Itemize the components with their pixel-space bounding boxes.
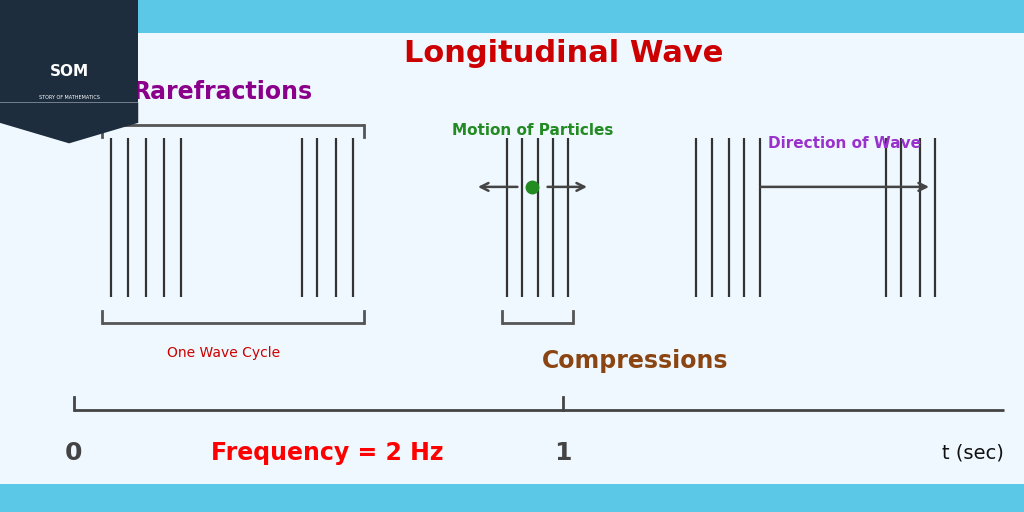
Text: 1: 1 (554, 441, 572, 465)
Text: Compressions: Compressions (542, 349, 728, 373)
Text: Longitudinal Wave: Longitudinal Wave (403, 39, 723, 68)
Text: t (sec): t (sec) (942, 443, 1004, 463)
Text: Direction of Wave: Direction of Wave (768, 136, 922, 151)
Bar (0, 0, 1024, 33)
Polygon shape (0, 102, 138, 143)
Text: STORY OF MATHEMATICS: STORY OF MATHEMATICS (39, 95, 99, 100)
Text: 0: 0 (65, 441, 83, 465)
Text: Frequency = 2 Hz: Frequency = 2 Hz (211, 441, 444, 465)
Text: One Wave Cycle: One Wave Cycle (167, 346, 280, 360)
Text: SOM: SOM (49, 64, 89, 79)
Text: Motion of Particles: Motion of Particles (452, 123, 613, 138)
Text: Rarefractions: Rarefractions (133, 80, 313, 104)
Bar (0, 0, 138, 102)
Bar (0, 484, 1024, 512)
